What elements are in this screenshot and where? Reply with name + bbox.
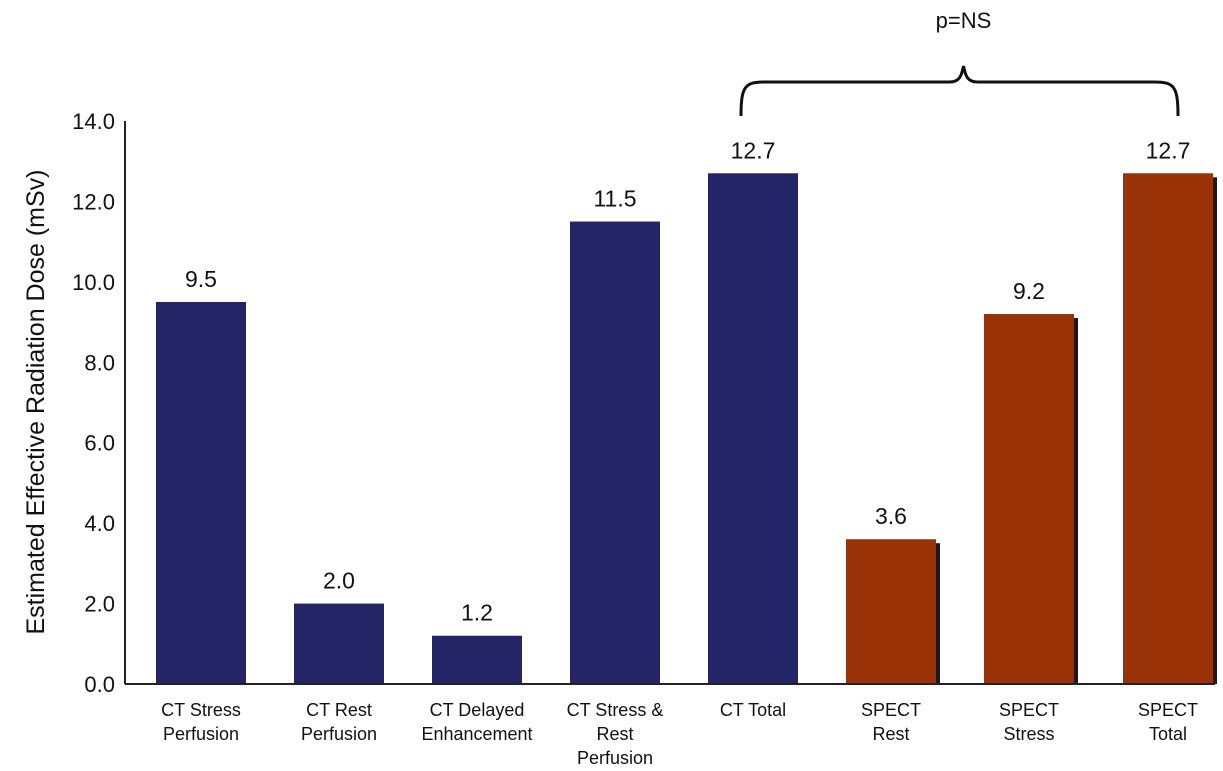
category-label-line: CT Delayed — [430, 700, 525, 720]
category-label-line: SPECT — [1138, 700, 1198, 720]
data-labels: 9.5 2.0 1.2 11.5 12.7 3.6 9.2 12.7 — [185, 137, 1190, 625]
bar — [846, 539, 936, 684]
bar-value-label: 2.0 — [323, 568, 355, 594]
category-label-line: Rest — [596, 724, 633, 744]
bar — [1123, 173, 1213, 684]
category-label-line: Perfusion — [163, 724, 239, 744]
y-tick-labels: 0.0 2.0 4.0 6.0 8.0 10.0 12.0 14.0 — [72, 109, 115, 697]
bar-value-label: 3.6 — [875, 503, 907, 529]
y-tick-label: 6.0 — [84, 431, 115, 456]
category-label-line: Rest — [872, 724, 909, 744]
significance-annotation: p=NS — [936, 8, 992, 33]
y-tick-label: 12.0 — [72, 189, 115, 214]
category-label-line: Perfusion — [301, 724, 377, 744]
category-label: SPECT Stress — [999, 700, 1059, 744]
category-label-line: CT Rest — [306, 700, 372, 720]
bar — [984, 314, 1074, 684]
category-label: CT Total — [720, 700, 786, 720]
category-label-line: SPECT — [999, 700, 1059, 720]
category-label-line: Total — [1149, 724, 1187, 744]
bar — [294, 603, 384, 684]
y-tick-label: 0.0 — [84, 672, 115, 697]
bar — [708, 173, 798, 684]
category-label: SPECT Rest — [861, 700, 921, 744]
y-tick-label: 2.0 — [84, 592, 115, 617]
significance-bracket — [739, 65, 1180, 117]
category-label-line: CT Stress — [161, 700, 241, 720]
bar-value-label: 1.2 — [461, 600, 493, 626]
bar-value-label: 12.7 — [1146, 137, 1191, 163]
y-tick-label: 10.0 — [72, 270, 115, 295]
bar-value-label: 9.5 — [185, 266, 217, 292]
y-tick-label: 14.0 — [72, 109, 115, 134]
category-label: CT Delayed Enhancement — [421, 700, 532, 744]
category-label-line: Enhancement — [421, 724, 532, 744]
bar-value-label: 9.2 — [1013, 278, 1045, 304]
bar-value-label: 12.7 — [731, 137, 776, 163]
category-label-line: SPECT — [861, 700, 921, 720]
category-label-line: Stress — [1003, 724, 1054, 744]
category-label-line: Perfusion — [577, 748, 653, 768]
bars-layer — [156, 173, 1217, 685]
category-label: CT Stress Perfusion — [161, 700, 241, 744]
category-label-line: CT Stress & — [567, 700, 664, 720]
bar-value-label: 11.5 — [593, 186, 636, 212]
category-label: CT Rest Perfusion — [301, 700, 377, 744]
y-tick-label: 4.0 — [84, 511, 115, 536]
y-tick-label: 8.0 — [84, 350, 115, 375]
axes-layer — [124, 121, 1215, 685]
category-label: CT Stress & Rest Perfusion — [567, 700, 664, 768]
bar — [156, 301, 246, 684]
bar — [432, 635, 522, 684]
bar — [570, 221, 660, 685]
y-axis-label: Estimated Effective Radiation Dose (mSv) — [22, 169, 50, 634]
category-label-line: CT Total — [720, 700, 786, 720]
category-label: SPECT Total — [1138, 700, 1198, 744]
category-labels: CT Stress Perfusion CT Rest Perfusion CT Del… — [161, 700, 1198, 768]
